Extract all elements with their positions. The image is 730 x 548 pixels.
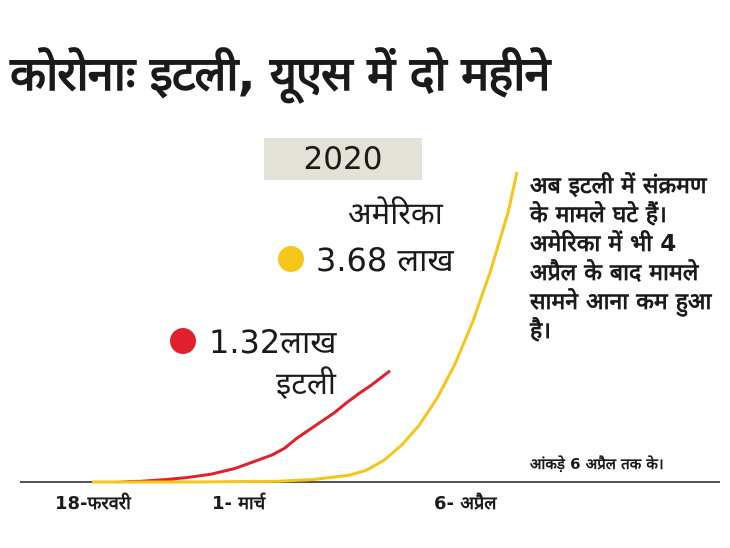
year-label: 2020: [264, 138, 422, 180]
x-tick-label: 6- अप्रैल: [434, 493, 497, 514]
us-series-line: [92, 171, 519, 484]
italy-legend-marker: [170, 328, 196, 354]
italy-series-name: इटली: [276, 366, 336, 402]
x-tick-label: 1- मार्च: [212, 493, 266, 514]
italy-value-label: 1.32लाख: [209, 323, 337, 361]
x-tick-label: 18-फरवरी: [55, 493, 131, 514]
us-value-label: 3.68 लाख: [316, 241, 454, 279]
italy-series-line: [92, 369, 391, 484]
annotation-note: अब इटली में संक्रमण के मामले घटे हैं। अम…: [530, 173, 712, 344]
page-title: कोरोनाः इटली, यूएस में दो महीने: [10, 47, 550, 102]
source-note: आंकड़े 6 अप्रैल तक के।: [530, 455, 664, 473]
us-series-name: अमेरिका: [348, 196, 443, 232]
us-legend-marker: [278, 246, 304, 272]
